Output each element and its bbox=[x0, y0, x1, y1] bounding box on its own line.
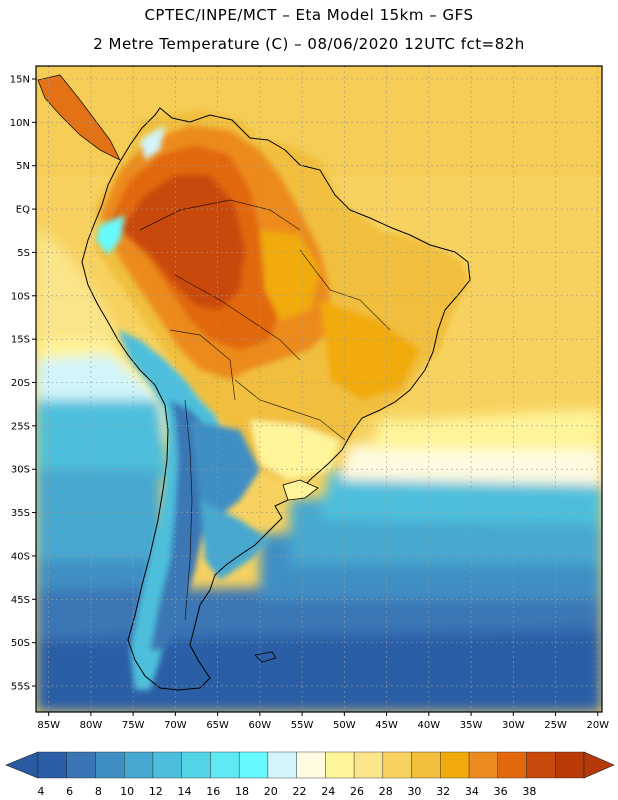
latitude-label: 50S bbox=[11, 638, 30, 649]
colorbar-label: 6 bbox=[66, 785, 73, 798]
longitude-label: 75W bbox=[122, 720, 145, 731]
falkland-islands bbox=[254, 651, 277, 663]
title-line-2: 2 Metre Temperature (C) – 08/06/2020 12U… bbox=[93, 35, 525, 53]
colorbar-swatch bbox=[526, 751, 556, 779]
longitude-label: 45W bbox=[375, 720, 398, 731]
central-america bbox=[37, 74, 121, 161]
colorbar-label: 18 bbox=[235, 785, 249, 798]
latitude-label: 55S bbox=[11, 681, 30, 692]
longitude-label: 70W bbox=[164, 720, 187, 731]
longitude-labels: 85W 80W 75W 70W 65W 60W 55W 50W 45W 40W 35W 30W 25W 2… bbox=[37, 712, 609, 731]
longitude-label: 40W bbox=[418, 720, 441, 731]
graticule bbox=[36, 66, 602, 712]
colorbar-swatch bbox=[238, 751, 269, 779]
colorbar-label: 36 bbox=[494, 785, 508, 798]
latitude-label: 10N bbox=[10, 118, 30, 129]
colorbar-label: 20 bbox=[264, 785, 278, 798]
colorbar-label: 16 bbox=[206, 785, 220, 798]
latitude-label: 35S bbox=[11, 508, 30, 519]
longitude-label: 55W bbox=[291, 720, 314, 731]
colorbar-label: 24 bbox=[321, 785, 335, 798]
latitude-label: 15N bbox=[10, 75, 30, 86]
colorbar-swatch bbox=[152, 751, 182, 779]
latitude-label: 25S bbox=[11, 421, 30, 432]
colorbar-swatch bbox=[440, 751, 470, 779]
colorbar-high-arrow bbox=[583, 751, 615, 779]
andes-cold-band bbox=[96, 125, 270, 690]
latitude-label: 45S bbox=[11, 595, 30, 606]
colorbar-swatch bbox=[95, 751, 125, 779]
colorbar-label: 30 bbox=[407, 785, 421, 798]
rio-de-la-plata bbox=[282, 479, 319, 501]
latitude-label: EQ bbox=[16, 205, 30, 216]
colorbar-swatch bbox=[555, 751, 585, 779]
colorbar-swatch bbox=[66, 751, 96, 779]
colorbar-label: 32 bbox=[436, 785, 450, 798]
latitude-label: 20S bbox=[11, 378, 30, 389]
longitude-label: 60W bbox=[249, 720, 272, 731]
latitude-label: 30S bbox=[11, 465, 30, 476]
longitude-label: 80W bbox=[80, 720, 103, 731]
colorbar-swatch bbox=[497, 751, 527, 779]
latitude-label: 5S bbox=[17, 248, 30, 259]
map-frame bbox=[35, 65, 603, 713]
colorbar-swatch bbox=[353, 751, 384, 779]
south-america-coastline bbox=[81, 107, 471, 691]
colorbar-label: 26 bbox=[350, 785, 364, 798]
longitude-label: 35W bbox=[460, 720, 483, 731]
latitude-label: 10S bbox=[11, 291, 30, 302]
longitude-label: 25W bbox=[544, 720, 567, 731]
latitude-label: 5N bbox=[16, 161, 30, 172]
longitude-label: 30W bbox=[502, 720, 525, 731]
colorbar-label: 4 bbox=[37, 785, 44, 798]
colorbar-swatch bbox=[267, 751, 297, 779]
colorbar-label: 38 bbox=[522, 785, 536, 798]
ocean-temperature-bands bbox=[36, 230, 602, 712]
continent-temperature bbox=[95, 110, 470, 480]
colorbar-swatch bbox=[411, 751, 441, 779]
colorbar-swatch bbox=[210, 751, 240, 779]
colorbar-swatch bbox=[124, 751, 154, 779]
colorbar-label: 12 bbox=[149, 785, 163, 798]
colorbar: 4 6 8 10 12 14 16 18 20 22 24 26 28 30 32 34 36 38 bbox=[5, 751, 615, 798]
colorbar-label: 8 bbox=[95, 785, 102, 798]
longitude-label: 20W bbox=[586, 720, 609, 731]
longitude-label: 85W bbox=[37, 720, 60, 731]
colorbar-label: 22 bbox=[293, 785, 307, 798]
colorbar-swatch bbox=[468, 751, 498, 779]
colorbar-swatch bbox=[37, 751, 67, 779]
latitude-label: 40S bbox=[11, 551, 30, 562]
colorbar-swatch bbox=[382, 751, 412, 779]
colorbar-label: 10 bbox=[120, 785, 134, 798]
map-field bbox=[36, 66, 602, 712]
longitude-label: 50W bbox=[333, 720, 356, 731]
longitude-label: 65W bbox=[206, 720, 229, 731]
latitude-labels: 15N 10N 5N EQ 5S 10S 15S 20S 25S 30S 35S 40S 45S 50S 5… bbox=[10, 75, 36, 692]
colorbar-label: 14 bbox=[178, 785, 192, 798]
colorbar-low-arrow bbox=[5, 751, 39, 779]
colorbar-label: 34 bbox=[465, 785, 479, 798]
country-borders bbox=[139, 199, 391, 621]
latitude-label: 15S bbox=[11, 335, 30, 346]
colorbar-label: 28 bbox=[379, 785, 393, 798]
colorbar-swatch bbox=[181, 751, 211, 779]
colorbar-swatch bbox=[325, 751, 355, 779]
title-line-1: CPTEC/INPE/MCT – Eta Model 15km – GFS bbox=[144, 6, 474, 24]
colorbar-swatch bbox=[296, 751, 326, 779]
